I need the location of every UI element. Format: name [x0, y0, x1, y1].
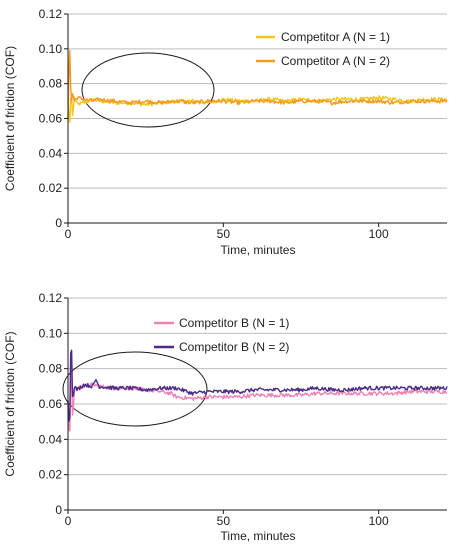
y-tick-label: 0 [55, 503, 62, 517]
grid-lines [68, 297, 447, 476]
legend: Competitor B (N = 1) Competitor B (N = 2… [154, 316, 289, 354]
x-tick-label: 50 [217, 227, 231, 241]
x-axis-label: Time, minutes [221, 243, 296, 257]
y-tick-label: 0.04 [39, 146, 63, 160]
x-tick-label: 50 [217, 514, 231, 528]
y-tick-label: 0.06 [39, 112, 63, 126]
axes [64, 13, 447, 227]
y-tick-label: 0.08 [39, 362, 63, 376]
y-tick-label: 0 [55, 216, 62, 230]
grid-lines [68, 13, 447, 189]
legend-label-series-2: Competitor A (N = 2) [281, 54, 390, 68]
y-axis-label: Coefficient of friction (COF) [3, 46, 17, 191]
chart-a: 0 0.02 0.04 0.06 0.08 0.10 0.12 0 50 100 Time, m… [3, 7, 448, 257]
series-group [67, 49, 448, 123]
highlight-ellipse-group [81, 52, 215, 128]
x-tick-label: 0 [65, 514, 72, 528]
x-tick-label: 100 [369, 514, 389, 528]
y-tick-labels: 0 0.02 0.04 0.06 0.08 0.10 0.12 [39, 7, 63, 230]
y-tick-label: 0.10 [39, 326, 63, 340]
legend-label-series-2: Competitor B (N = 2) [179, 340, 289, 354]
x-tick-labels: 0 50 100 [65, 514, 389, 528]
legend-label-series-1: Competitor A (N = 1) [281, 30, 390, 44]
y-tick-label: 0.12 [39, 7, 63, 21]
axes [64, 297, 447, 514]
series-line-2 [67, 49, 448, 119]
series-group [67, 349, 448, 432]
series-line-2 [67, 349, 448, 422]
y-tick-label: 0.12 [39, 291, 63, 305]
y-tick-label: 0.02 [39, 181, 63, 195]
x-tick-label: 100 [369, 227, 389, 241]
y-tick-label: 0.04 [39, 432, 63, 446]
y-tick-label: 0.02 [39, 468, 63, 482]
highlight-ellipse [62, 351, 208, 427]
y-tick-label: 0.08 [39, 77, 63, 91]
highlight-ellipse [81, 52, 215, 128]
x-axis-label: Time, minutes [221, 529, 296, 543]
series-line-1 [67, 373, 448, 432]
chart-b: 0 0.02 0.04 0.06 0.08 0.10 0.12 0 50 100 Time, m… [3, 291, 448, 543]
highlight-ellipse-group [62, 351, 208, 427]
y-tick-labels: 0 0.02 0.04 0.06 0.08 0.10 0.12 [39, 291, 63, 517]
y-tick-label: 0.06 [39, 397, 63, 411]
legend-label-series-1: Competitor B (N = 1) [179, 316, 289, 330]
x-tick-label: 0 [65, 227, 72, 241]
x-tick-labels: 0 50 100 [65, 227, 389, 241]
y-axis-label: Coefficient of friction (COF) [3, 331, 17, 476]
y-tick-label: 0.10 [39, 42, 63, 56]
legend: Competitor A (N = 1) Competitor A (N = 2… [256, 30, 390, 68]
